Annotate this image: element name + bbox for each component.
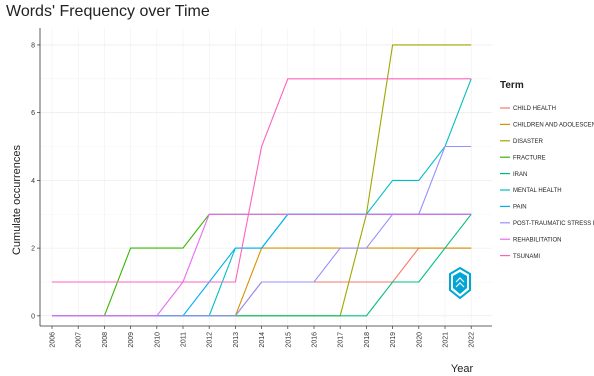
- x-tick-label: 2011: [181, 332, 188, 347]
- axes: 0 2 4 6 8 2006 2007 2008 2009 2010 2011 2012 2013 201…: [31, 28, 492, 348]
- plot-panel: [40, 28, 492, 326]
- x-tick-label: 2018: [364, 332, 371, 348]
- y-tick-label: 2: [31, 246, 35, 253]
- x-tick-label: 2008: [102, 332, 109, 348]
- grid: [40, 28, 492, 326]
- y-tick-label: 0: [31, 313, 35, 320]
- series-layer: [52, 44, 472, 317]
- x-tick-label: 2006: [50, 332, 57, 348]
- y-axis-title: Cumulate occurrences: [11, 144, 23, 255]
- x-tick-label: 2021: [443, 332, 450, 348]
- x-tick-label: 2017: [338, 332, 345, 348]
- legend-item-label: IRAN: [513, 172, 527, 178]
- legend-item-label: FRACTURE: [513, 155, 546, 161]
- x-tick-label: 2010: [154, 332, 161, 348]
- y-tick-label: 8: [31, 42, 35, 49]
- legend-item-label: PAIN: [513, 205, 527, 211]
- x-tick-label: 2014: [259, 332, 266, 348]
- x-tick-label: 2019: [390, 332, 397, 348]
- legend-item-label: CHILD HEALTH: [513, 106, 556, 112]
- x-tick-label: 2007: [76, 332, 83, 348]
- x-tick-label: 2013: [233, 332, 240, 348]
- y-tick-label: 4: [31, 178, 35, 185]
- x-tick-label: 2016: [312, 332, 319, 348]
- legend-item-label: REHABILITATION: [513, 237, 561, 243]
- series-line-tsunami: [52, 78, 472, 283]
- legend: Term CHILD HEALTH CHILDREN AND ADOLESCENTS…: [500, 80, 594, 260]
- legend-item-label: POST-TRAUMATIC STRESS DISORD: [513, 221, 594, 227]
- legend-item-label: MENTAL HEALTH: [513, 188, 562, 194]
- x-tick-label: 2020: [416, 332, 423, 348]
- shield-logo-icon: [449, 266, 471, 300]
- legend-item-label: CHILDREN AND ADOLESCENTS: [513, 123, 594, 129]
- x-tick-label: 2009: [128, 332, 135, 348]
- y-tick-label: 6: [31, 110, 35, 117]
- legend-item-label: DISASTER: [513, 139, 544, 145]
- chart-title: Words' Frequency over Time: [6, 3, 210, 20]
- legend-title: Term: [500, 80, 524, 91]
- x-axis-title: Year: [451, 363, 474, 375]
- legend-item-label: TSUNAMI: [513, 254, 540, 260]
- series-line-rehabilitation: [52, 213, 472, 317]
- x-tick-label: 2022: [469, 332, 476, 348]
- x-tick-label: 2015: [285, 332, 292, 348]
- x-tick-label: 2012: [207, 332, 214, 348]
